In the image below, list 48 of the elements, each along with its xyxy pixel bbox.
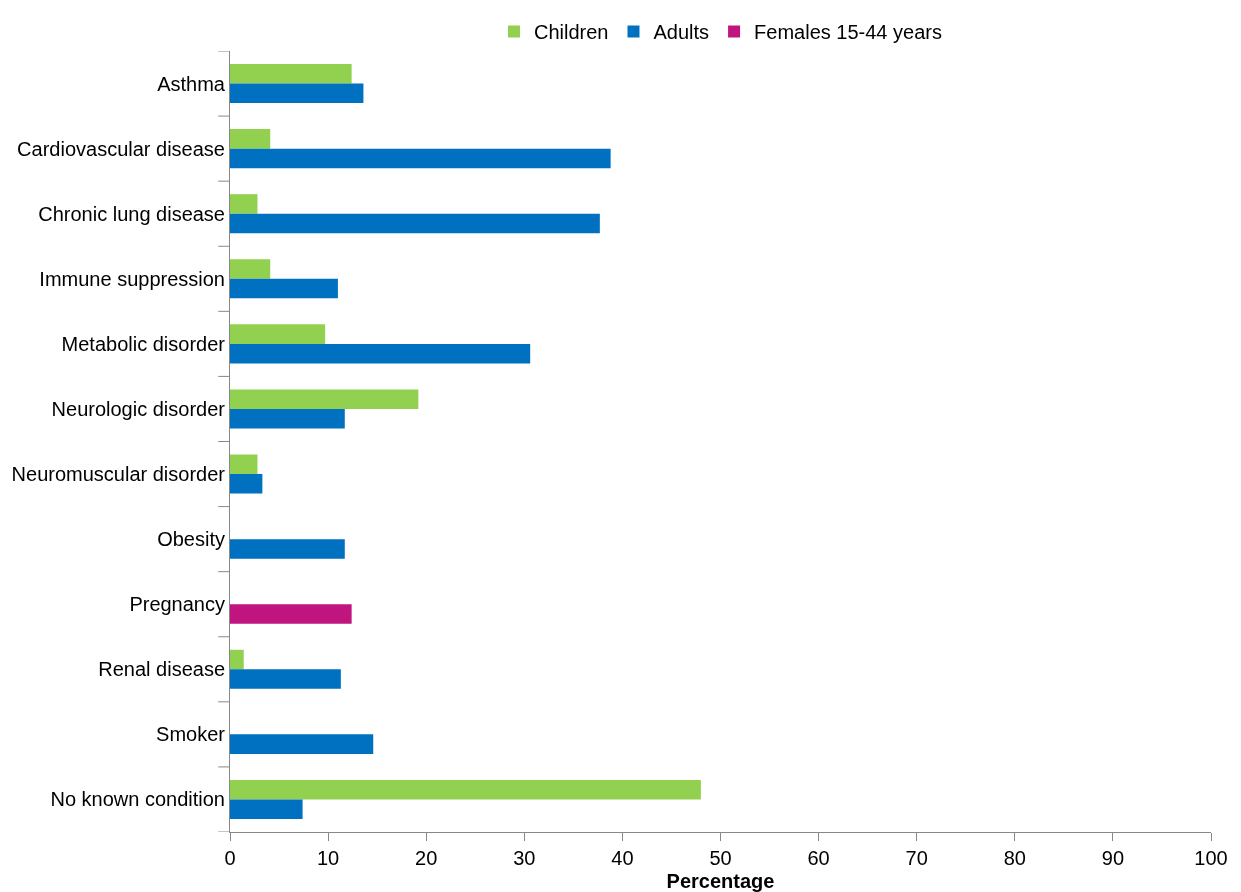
y-tick-label: Metabolic disorder xyxy=(61,332,226,355)
bar xyxy=(230,799,303,819)
bar xyxy=(230,278,338,299)
bar xyxy=(230,148,611,169)
x-tick-label: 80 xyxy=(1003,847,1026,869)
y-tick-label: Neurologic disorder xyxy=(51,397,226,420)
x-tick-label: 70 xyxy=(905,847,928,869)
y-tick-label: Immune suppression xyxy=(39,267,225,290)
y-tick-label: Cardiovascular disease xyxy=(17,137,225,160)
y-tick-label: No known condition xyxy=(50,788,225,811)
x-tick-label: 90 xyxy=(1101,847,1125,869)
bar xyxy=(230,83,364,104)
bar xyxy=(230,389,419,409)
bar xyxy=(230,64,352,84)
y-tick-label: Obesity xyxy=(157,528,225,551)
x-tick-label: 100 xyxy=(1194,847,1228,869)
legend-label: Children xyxy=(534,21,609,44)
bar xyxy=(230,408,345,429)
x-tick-label: 50 xyxy=(709,847,732,869)
bar xyxy=(230,474,263,494)
x-tick-label: 30 xyxy=(513,847,536,869)
bar xyxy=(230,129,271,149)
bar xyxy=(230,669,341,689)
y-tick-label: Pregnancy xyxy=(129,593,225,616)
bar xyxy=(230,779,701,800)
bar xyxy=(230,604,352,624)
y-tick-label: Smoker xyxy=(156,723,226,746)
bar xyxy=(230,343,531,364)
bar xyxy=(230,324,326,344)
bar xyxy=(230,539,345,559)
x-tick-label: 60 xyxy=(807,847,830,869)
bar xyxy=(230,649,244,670)
bar xyxy=(230,194,258,214)
y-tick-label: Chronic lung disease xyxy=(38,202,225,225)
legend-label: Females 15-44 years xyxy=(754,21,942,44)
y-tick-label: Asthma xyxy=(157,72,226,95)
bar xyxy=(230,454,258,475)
y-tick-label: Renal disease xyxy=(98,658,225,681)
bar xyxy=(230,734,374,754)
x-tick-label: 10 xyxy=(316,847,340,869)
x-tick-label: 40 xyxy=(611,847,634,869)
y-tick-label: Neuromuscular disorder xyxy=(11,463,226,486)
x-tick-label: 0 xyxy=(224,847,236,869)
x-tick-label: 20 xyxy=(415,847,438,869)
bar xyxy=(230,259,271,279)
legend-label: Adults xyxy=(653,21,710,44)
bar xyxy=(230,213,600,234)
x-axis-title: Percentage xyxy=(666,870,775,892)
